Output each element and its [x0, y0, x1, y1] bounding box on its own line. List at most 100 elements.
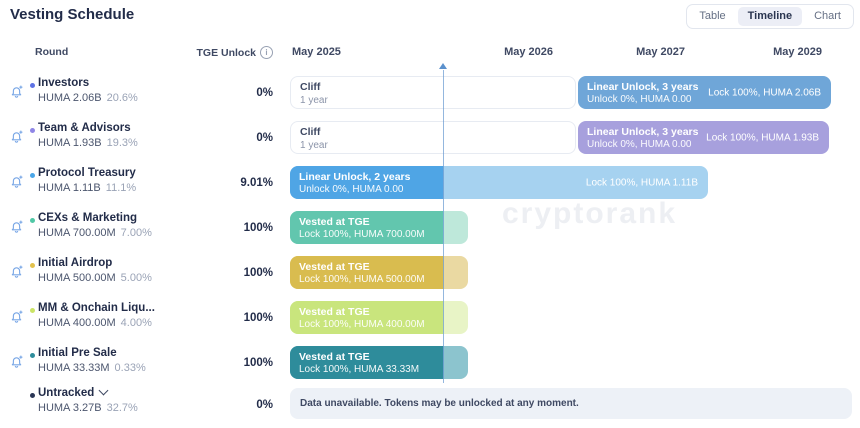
table-row-initial-airdrop: Initial Airdrop HUMA 500.00M 5.00% 100% Vest… — [0, 250, 860, 295]
table-row-initial-pre-sale: Initial Pre Sale HUMA 33.33M 0.33% 100% Vest… — [0, 340, 860, 385]
bar-lock-label: Lock 100%, HUMA 2.06B — [708, 87, 821, 98]
round-color-dot — [30, 263, 35, 268]
round-name: CEXs & Marketing — [38, 212, 138, 224]
tge-unlock-value: 0% — [256, 86, 273, 99]
current-date-line — [443, 70, 444, 383]
round-amount: HUMA 3.27B 32.7% — [38, 402, 138, 414]
tge-unlock-value: 9.01% — [240, 176, 273, 189]
tab-chart[interactable]: Chart — [804, 7, 851, 26]
round-name: Team & Advisors — [38, 122, 131, 134]
round-color-dot — [30, 173, 35, 178]
round-amount: HUMA 400.00M 4.00% — [38, 317, 152, 329]
notification-bell-icon[interactable] — [9, 309, 24, 324]
table-row-cexs-marketing: CEXs & Marketing HUMA 700.00M 7.00% 100% Ves… — [0, 205, 860, 250]
tge-unlock-value: 100% — [243, 221, 273, 234]
round-supply-percent: 32.7% — [106, 402, 138, 414]
vesting-bar-elapsed — [290, 301, 443, 334]
bar-title: Linear Unlock, 3 years — [587, 126, 699, 138]
bar-title: Vested at TGE — [299, 261, 370, 273]
round-supply-percent: 7.00% — [120, 227, 152, 239]
notification-bell-icon[interactable] — [9, 264, 24, 279]
bar-subtitle: Lock 100%, HUMA 400.00M — [299, 319, 425, 330]
bar-subtitle: Unlock 0%, HUMA 0.00 — [299, 184, 404, 195]
watermark: cryptorank — [502, 197, 678, 230]
tab-table[interactable]: Table — [689, 7, 735, 26]
notification-bell-icon[interactable] — [9, 129, 24, 144]
vesting-bar-elapsed — [290, 211, 443, 244]
round-color-dot — [30, 83, 35, 88]
column-header-tge-label: TGE Unlock — [196, 46, 256, 59]
table-row-mm-onchain-liqu: MM & Onchain Liqu... HUMA 400.00M 4.00% 100… — [0, 295, 860, 340]
vesting-bar: Linear Unlock, 3 years Unlock 0%, HUMA 0.… — [578, 76, 831, 109]
bar-title: Vested at TGE — [299, 351, 370, 363]
bar-subtitle: Unlock 0%, HUMA 0.00 — [587, 139, 692, 150]
date-label-may-2026: May 2026 — [504, 46, 553, 58]
round-amount: HUMA 2.06B 20.6% — [38, 92, 138, 104]
round-name: Investors — [38, 77, 90, 89]
cliff-segment: Cliff 1 year — [290, 76, 576, 109]
vesting-bar-elapsed — [290, 256, 443, 289]
vesting-bar-elapsed — [290, 346, 443, 379]
tge-unlock-value: 100% — [243, 311, 273, 324]
bar-subtitle: Unlock 0%, HUMA 0.00 — [587, 94, 692, 105]
round-amount: HUMA 700.00M 7.00% — [38, 227, 152, 239]
round-name: Initial Airdrop — [38, 257, 113, 269]
notification-bell-icon[interactable] — [9, 354, 24, 369]
current-date-arrow-icon — [439, 63, 447, 69]
segment-title: Cliff — [300, 126, 321, 138]
table-row-protocol-treasury: Protocol Treasury HUMA 1.11B 11.1% 9.01% Lin… — [0, 160, 860, 205]
date-label-may-2029: May 2029 — [773, 46, 822, 58]
notification-bell-icon[interactable] — [9, 174, 24, 189]
table-row-untracked: Untracked HUMA 3.27B 32.7% 0% Data unavailab… — [0, 385, 860, 425]
info-icon[interactable]: i — [260, 46, 273, 59]
table-row-investors: Investors HUMA 2.06B 20.6% 0% Cliff 1 year Lin… — [0, 70, 860, 115]
round-supply-percent: 20.6% — [106, 92, 138, 104]
untracked-note-text: Data unavailable. Tokens may be unlocked… — [300, 398, 579, 409]
round-amount: HUMA 500.00M 5.00% — [38, 272, 152, 284]
round-supply-percent: 0.33% — [114, 362, 146, 374]
round-amount: HUMA 33.33M 0.33% — [38, 362, 146, 374]
notification-bell-icon[interactable] — [9, 219, 24, 234]
round-color-dot — [30, 128, 35, 133]
bar-subtitle: Lock 100%, HUMA 700.00M — [299, 229, 425, 240]
date-label-may-2025: May 2025 — [292, 46, 341, 58]
round-color-dot — [30, 353, 35, 358]
rows-container: Investors HUMA 2.06B 20.6% 0% Cliff 1 year Lin… — [0, 70, 860, 425]
bar-title: Vested at TGE — [299, 306, 370, 318]
round-name[interactable]: Untracked — [38, 385, 109, 399]
view-switcher: Table Timeline Chart — [686, 4, 854, 29]
bar-title: Linear Unlock, 2 years — [299, 171, 411, 183]
column-header-tge-unlock: TGE Unlock i — [155, 46, 273, 59]
round-amount: HUMA 1.93B 19.3% — [38, 137, 138, 149]
bar-title: Linear Unlock, 3 years — [587, 81, 699, 93]
segment-subtitle: 1 year — [300, 140, 328, 151]
vesting-bar: Linear Unlock, 2 years Unlock 0%, HUMA 0.… — [290, 166, 708, 199]
round-supply-percent: 4.00% — [120, 317, 152, 329]
vesting-bar: Vested at TGE Lock 100%, HUMA 500.00M — [290, 256, 468, 289]
vesting-bar: Vested at TGE Lock 100%, HUMA 700.00M — [290, 211, 468, 244]
tge-unlock-value: 100% — [243, 356, 273, 369]
column-header-round: Round — [35, 46, 69, 58]
bar-lock-label: Lock 100%, HUMA 1.11B — [585, 177, 698, 188]
vesting-bar: Linear Unlock, 3 years Unlock 0%, HUMA 0.… — [578, 121, 829, 154]
chevron-down-icon[interactable] — [98, 385, 109, 396]
round-color-dot — [30, 308, 35, 313]
bar-subtitle: Lock 100%, HUMA 33.33M — [299, 364, 420, 375]
round-name: Initial Pre Sale — [38, 347, 117, 359]
vesting-bar: Vested at TGE Lock 100%, HUMA 33.33M — [290, 346, 468, 379]
bar-title: Vested at TGE — [299, 216, 370, 228]
round-color-dot — [30, 218, 35, 223]
tge-unlock-value: 100% — [243, 266, 273, 279]
untracked-note: Data unavailable. Tokens may be unlocked… — [290, 388, 852, 419]
segment-title: Cliff — [300, 81, 321, 93]
table-row-team-advisors: Team & Advisors HUMA 1.93B 19.3% 0% Cliff 1 y… — [0, 115, 860, 160]
tab-timeline[interactable]: Timeline — [737, 7, 803, 26]
segment-subtitle: 1 year — [300, 95, 328, 106]
cliff-segment: Cliff 1 year — [290, 121, 576, 154]
round-amount: HUMA 1.11B 11.1% — [38, 182, 137, 194]
vesting-bar: Vested at TGE Lock 100%, HUMA 400.00M — [290, 301, 468, 334]
notification-bell-icon[interactable] — [9, 84, 24, 99]
tge-unlock-value: 0% — [256, 131, 273, 144]
tge-unlock-value: 0% — [256, 399, 273, 411]
